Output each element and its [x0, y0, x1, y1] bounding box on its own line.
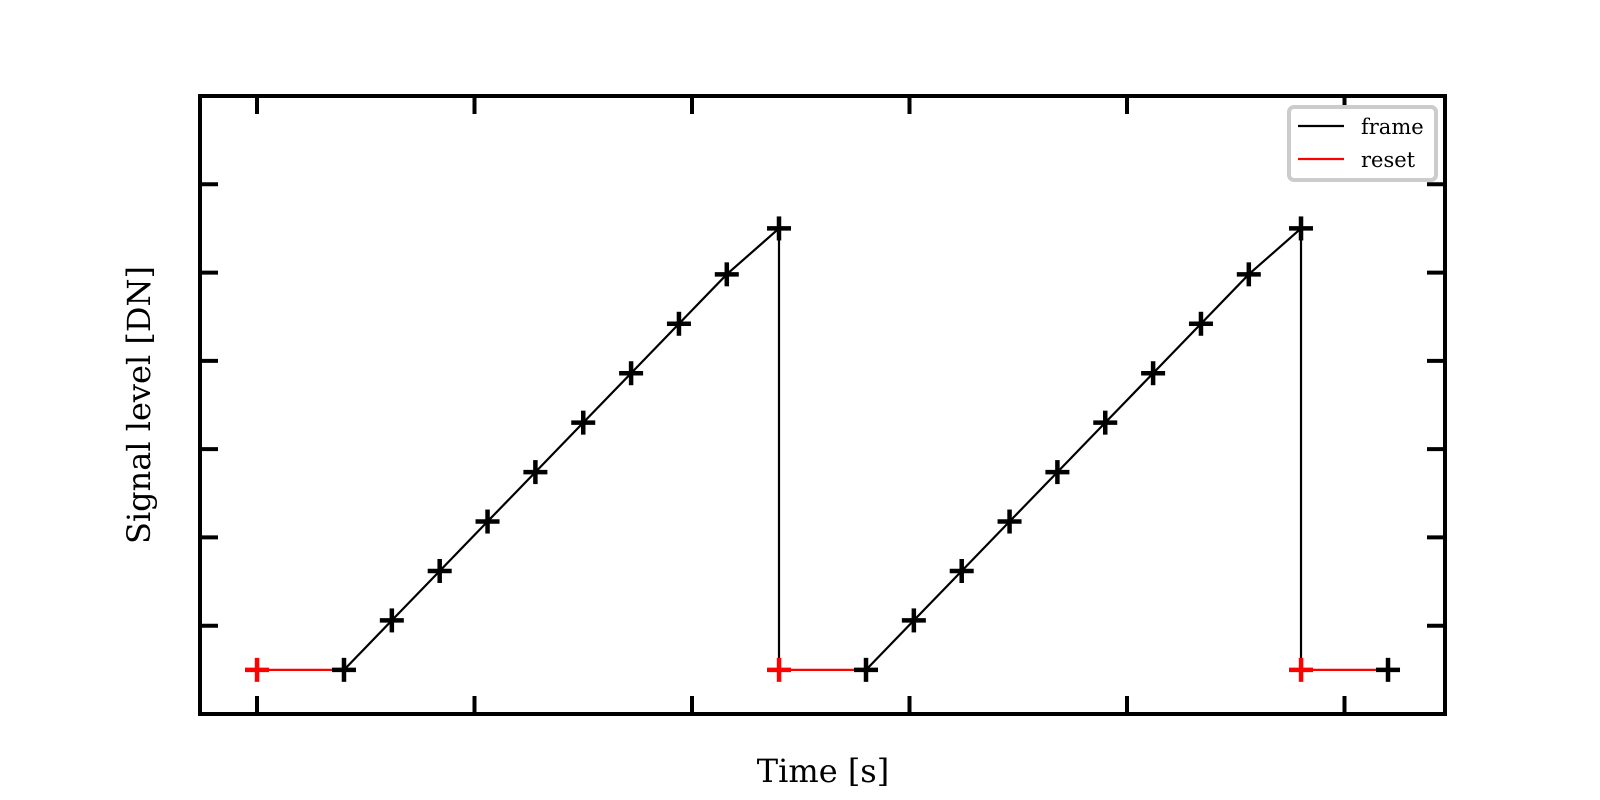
data-point-frame-19	[1289, 216, 1314, 241]
legend-label-frame: frame	[1361, 115, 1424, 139]
data-point-frame-16	[1141, 361, 1166, 386]
data-point-reset-1	[766, 657, 791, 682]
data-point-frame-12	[949, 558, 974, 583]
data-point-frame-3	[475, 509, 500, 534]
data-point-frame-1	[379, 608, 404, 633]
plot-frame	[198, 94, 1447, 716]
data-point-reset-2	[1289, 657, 1314, 682]
data-point-frame-9	[766, 216, 791, 241]
legend-label-reset: reset	[1361, 148, 1416, 172]
data-point-frame-11	[901, 608, 926, 633]
x-axis-label: Time [s]	[757, 752, 889, 790]
data-point-frame-10	[854, 657, 879, 682]
data-point-reset-0	[244, 657, 269, 682]
data-point-frame-2	[427, 558, 452, 583]
data-point-frame-13	[997, 509, 1022, 534]
data-point-frame-18	[1236, 262, 1261, 287]
data-point-frame-5	[571, 410, 596, 435]
data-point-frame-14	[1045, 460, 1070, 485]
data-point-frame-15	[1093, 410, 1118, 435]
y-axis-label: Signal level [DN]	[120, 266, 158, 544]
legend: frame reset	[1287, 105, 1438, 182]
series-line-frame-0	[343, 225, 781, 671]
data-point-frame-20	[1376, 657, 1401, 682]
series-layer	[244, 216, 1401, 682]
ticks-layer	[200, 96, 1445, 714]
data-point-frame-17	[1188, 311, 1213, 336]
data-point-frame-8	[714, 262, 739, 287]
data-point-frame-0	[331, 657, 356, 682]
data-point-frame-6	[619, 361, 644, 386]
data-point-frame-4	[523, 460, 548, 485]
series-line-frame-1	[865, 225, 1303, 671]
data-point-frame-7	[666, 311, 691, 336]
